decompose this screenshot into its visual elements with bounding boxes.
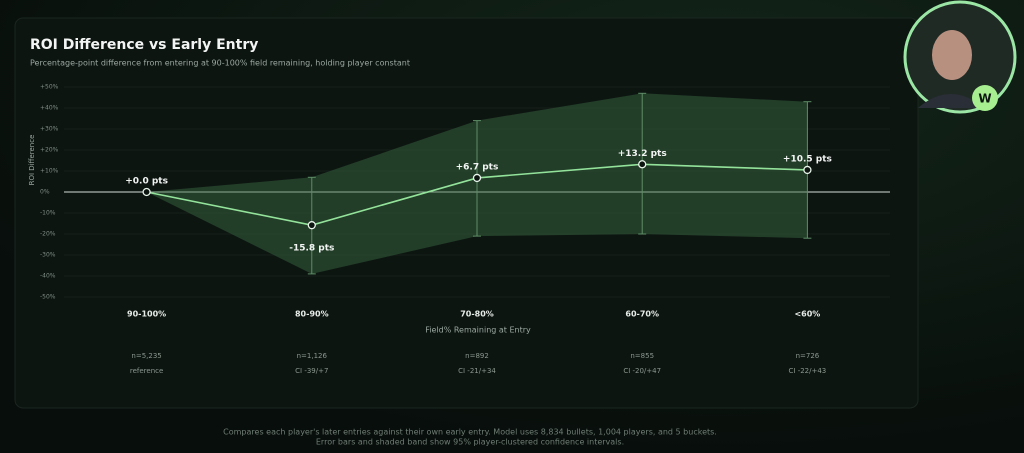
- sample-label: n=855: [630, 352, 654, 360]
- y-tick-label: +20%: [40, 147, 59, 154]
- data-point: [307, 221, 316, 230]
- y-tick-label: +50%: [40, 84, 59, 91]
- sample-label: n=5,235: [131, 352, 161, 360]
- value-label: +6.7 pts: [456, 162, 499, 172]
- footer-note: Compares each player's later entries aga…: [223, 428, 717, 437]
- y-tick-label: -50%: [40, 294, 56, 301]
- ci-label: CI -21/+34: [458, 367, 496, 375]
- y-axis-label: ROI Difference: [28, 135, 36, 186]
- logo-text: W: [978, 92, 991, 106]
- y-tick-label: +10%: [40, 168, 59, 175]
- webcam-body: [918, 94, 985, 108]
- x-tick-label: 60-70%: [625, 310, 659, 319]
- x-tick-label: <60%: [794, 310, 820, 319]
- value-label: +10.5 pts: [783, 154, 832, 164]
- y-tick-label: +30%: [40, 126, 59, 133]
- data-point: [142, 187, 151, 197]
- data-point: [638, 160, 647, 169]
- sample-label: n=726: [796, 352, 820, 360]
- ci-label: CI -20/+47: [623, 367, 661, 375]
- x-tick-label: 90-100%: [127, 310, 166, 319]
- ci-label: CI -22/+43: [789, 367, 827, 375]
- chart-subtitle: Percentage-point difference from enterin…: [30, 59, 410, 68]
- webcam: W: [903, 0, 1017, 114]
- y-tick-label: -10%: [40, 210, 56, 217]
- x-tick-label: 80-90%: [295, 310, 329, 319]
- y-tick-label: -20%: [40, 231, 56, 238]
- sample-label: n=1,126: [297, 352, 328, 360]
- sample-label: n=892: [465, 352, 489, 360]
- ci-label: CI -39/+7: [295, 367, 328, 375]
- webcam-face: [932, 30, 972, 80]
- y-tick-label: -40%: [40, 273, 56, 280]
- value-label: +0.0 pts: [125, 177, 168, 187]
- chart-title: ROI Difference vs Early Entry: [30, 37, 258, 53]
- y-tick-label: 0%: [40, 189, 50, 196]
- ci-label: reference: [130, 367, 163, 375]
- value-label: +13.2 pts: [618, 149, 667, 159]
- y-tick-label: -30%: [40, 252, 56, 259]
- x-axis-label: Field% Remaining at Entry: [425, 326, 531, 335]
- logo-badge: [972, 85, 998, 111]
- data-point: [472, 173, 482, 183]
- x-tick-label: 70-80%: [460, 310, 494, 319]
- y-tick-label: +40%: [40, 105, 59, 112]
- value-label: -15.8 pts: [289, 244, 334, 254]
- footer-note: Error bars and shaded band show 95% play…: [316, 438, 624, 447]
- data-point: [803, 165, 812, 175]
